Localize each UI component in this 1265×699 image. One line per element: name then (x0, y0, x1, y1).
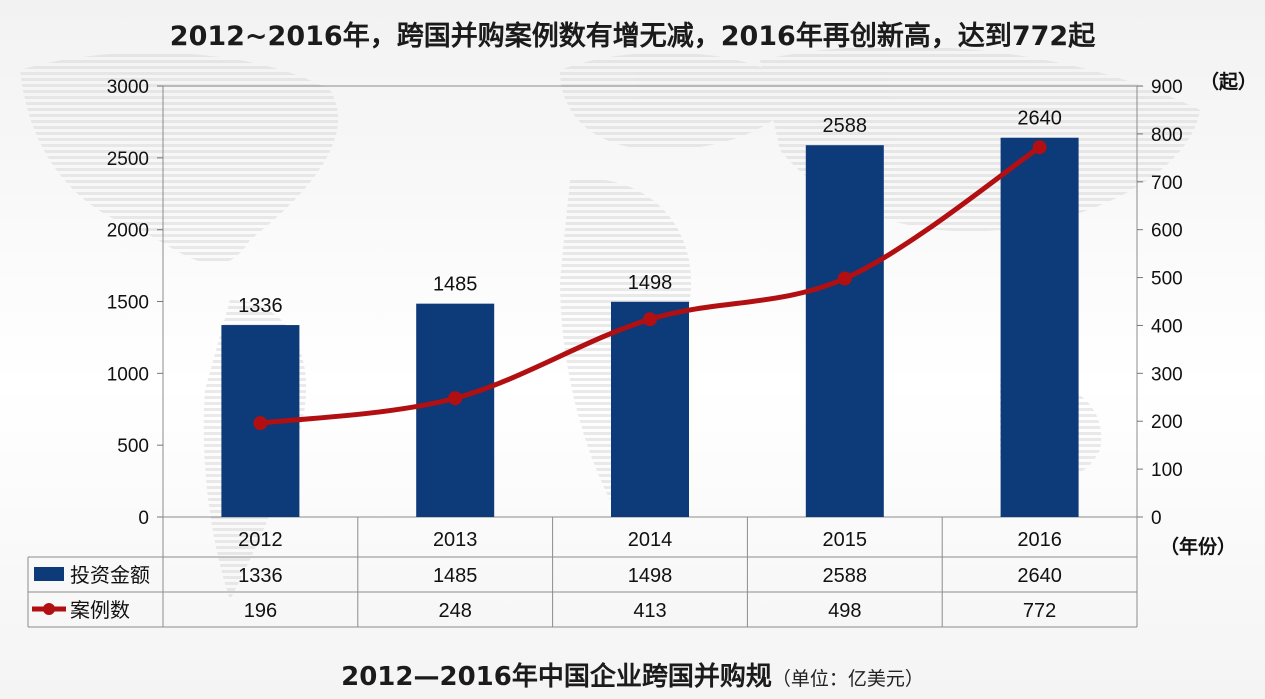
left-axis-tick-label: 1000 (107, 364, 149, 385)
table-cell-cases: 248 (439, 600, 472, 622)
right-axis-tick-label: 400 (1151, 316, 1183, 337)
x-axis-unit: （年份） (1160, 535, 1236, 558)
right-axis-tick-label: 200 (1151, 412, 1183, 433)
right-axis-tick-label: 500 (1151, 269, 1183, 290)
x-axis-tick-label: 2014 (628, 529, 673, 551)
bar-value-label: 1485 (433, 274, 478, 296)
case-point-2015 (837, 271, 852, 286)
table-cell-amount: 1336 (238, 565, 283, 587)
bar-value-label: 1336 (238, 295, 283, 317)
table-cell-amount: 1485 (433, 565, 478, 587)
right-axis-tick-label: 100 (1151, 460, 1183, 481)
legend-key-amount (34, 567, 64, 581)
right-axis-tick-label: 700 (1151, 173, 1183, 194)
right-axis-tick-label: 0 (1151, 508, 1162, 529)
case-point-2012 (253, 416, 268, 431)
table-cell-cases: 772 (1023, 600, 1056, 622)
left-axis-tick-label: 1500 (107, 293, 149, 314)
x-axis-tick-label: 2016 (1017, 529, 1062, 551)
bar-2013 (416, 303, 495, 517)
table-cell-cases: 413 (633, 600, 666, 622)
left-axis-tick-label: 2000 (107, 221, 149, 242)
bar-2015 (805, 145, 884, 517)
legend-label-cases: 案例数 (70, 599, 130, 622)
bottom-title: 2012—2016年中国企业跨国并购规（单位：亿美元） (0, 656, 1265, 693)
case-point-2016 (1032, 140, 1047, 155)
bar-2014 (611, 301, 689, 517)
table-cell-cases: 498 (828, 600, 861, 622)
right-axis-tick-label: 600 (1151, 221, 1183, 242)
case-point-2014 (643, 312, 657, 327)
table-cell-amount: 2588 (823, 565, 868, 587)
bar-2016 (1000, 137, 1079, 517)
left-axis-tick-label: 3000 (107, 77, 149, 98)
bar-value-label: 2588 (823, 115, 868, 137)
right-axis-tick-label: 900 (1151, 77, 1183, 98)
x-axis-tick-label: 2012 (238, 529, 283, 551)
legend-label-amount: 投资金额 (70, 564, 150, 587)
right-axis-tick-label: 300 (1151, 364, 1183, 385)
table-cell-amount: 2640 (1017, 565, 1062, 587)
table-cell-cases: 196 (244, 600, 277, 622)
x-axis-tick-label: 2015 (823, 529, 868, 551)
left-axis-tick-label: 0 (138, 508, 149, 529)
table-cell-amount: 1498 (628, 565, 673, 587)
left-axis-tick-label: 2500 (107, 149, 149, 170)
case-point-2013 (448, 391, 463, 406)
legend-key-cases-dot (43, 603, 55, 615)
x-axis-tick-label: 2013 (433, 529, 478, 551)
bottom-title-unit: （单位：亿美元） (771, 668, 924, 690)
left-axis-tick-label: 500 (117, 436, 149, 457)
chart-title: 2012~2016年，跨国并购案例数有增无减，2016年再创新高，达到772起 (169, 21, 1096, 52)
bottom-title-main: 2012—2016年中国企业跨国并购规 (341, 662, 772, 692)
bar-value-label: 1498 (628, 272, 673, 294)
bar-value-label: 2640 (1017, 108, 1062, 130)
right-axis-tick-label: 800 (1151, 125, 1183, 146)
right-axis-unit: （起） (1200, 70, 1257, 93)
